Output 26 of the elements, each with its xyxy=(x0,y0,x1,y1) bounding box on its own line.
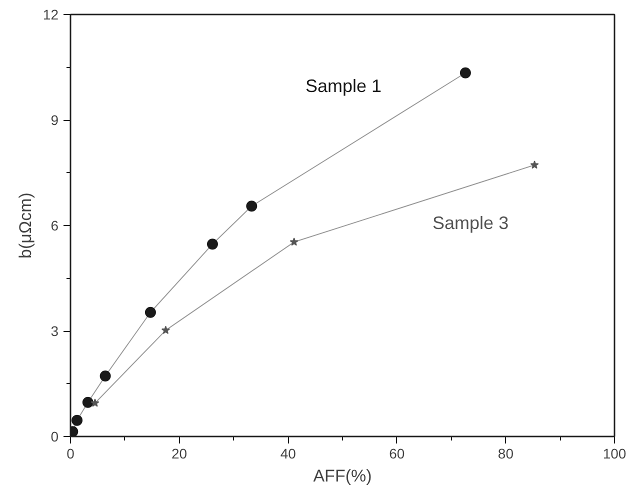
x-tick-label: 40 xyxy=(280,446,296,462)
point xyxy=(246,200,258,212)
x-axis-title: AFF(%) xyxy=(313,466,372,486)
x-tick-label: 80 xyxy=(498,446,514,462)
point xyxy=(144,306,156,318)
point xyxy=(100,370,111,382)
y-axis-title: b(μΩcm) xyxy=(16,192,35,258)
point xyxy=(460,67,471,78)
y-tick-label: 0 xyxy=(50,428,59,444)
x-tick-label: 20 xyxy=(172,446,188,462)
point xyxy=(82,396,94,408)
point xyxy=(161,326,170,334)
y-tick-label: 6 xyxy=(50,218,59,234)
series-label: Sample 3 xyxy=(432,213,509,234)
y-tick-label: 9 xyxy=(50,112,59,128)
x-tick-label: 0 xyxy=(66,446,75,462)
point xyxy=(530,160,539,169)
y-tick-label: 12 xyxy=(42,6,59,22)
point xyxy=(290,238,298,246)
point xyxy=(72,414,83,426)
point xyxy=(90,398,100,407)
point xyxy=(206,238,218,250)
x-tick-label: 100 xyxy=(602,446,626,462)
x-tick-label: 60 xyxy=(389,446,405,462)
y-tick-label: 3 xyxy=(50,323,59,339)
series-label: Sample 1 xyxy=(305,76,382,96)
